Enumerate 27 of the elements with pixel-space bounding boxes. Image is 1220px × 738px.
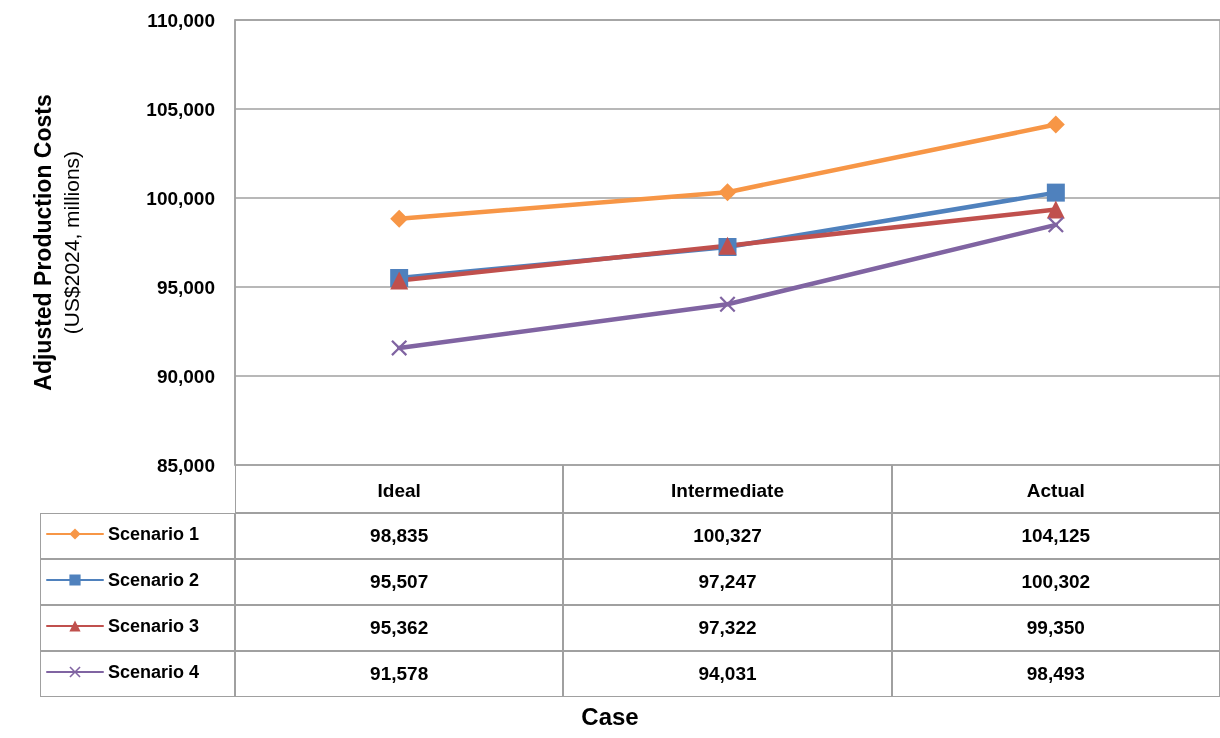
- data-label: 100,327: [563, 513, 892, 559]
- data-label: 95,507: [235, 559, 564, 605]
- data-label: 98,493: [891, 651, 1220, 697]
- legend-label: Scenario 1: [108, 524, 200, 544]
- data-label: 94,031: [563, 651, 892, 697]
- data-label: 91,578: [235, 651, 564, 697]
- y-tick-label: 110,000: [147, 9, 215, 31]
- data-label: 95,362: [235, 605, 564, 651]
- data-label: 100,302: [891, 559, 1220, 605]
- legend-label: Scenario 3: [108, 616, 200, 636]
- data-label: 99,350: [891, 605, 1220, 651]
- y-tick-label: 95,000: [156, 276, 215, 298]
- data-label: 104,125: [891, 513, 1220, 559]
- y-tick-label: 105,000: [146, 98, 215, 120]
- data-label: 97,322: [563, 605, 892, 651]
- legend-label: Scenario 2: [108, 570, 200, 590]
- x-tick-label: Ideal: [377, 480, 421, 501]
- text: Case: [581, 702, 639, 730]
- legend-label: Scenario 4: [108, 662, 200, 682]
- data-label: 97,247: [563, 559, 892, 605]
- y-axis-title: Adjusted Production Costs (US$2024, millions): [30, 94, 83, 391]
- y-tick-label: 100,000: [146, 187, 215, 209]
- x-tick-label: Intermediate: [671, 480, 784, 501]
- y-tick-label: 90,000: [156, 365, 215, 387]
- data-label: 98,835: [235, 513, 564, 559]
- y-tick-label: 85,000: [156, 454, 215, 476]
- x-tick-label: Actual: [1026, 480, 1085, 501]
